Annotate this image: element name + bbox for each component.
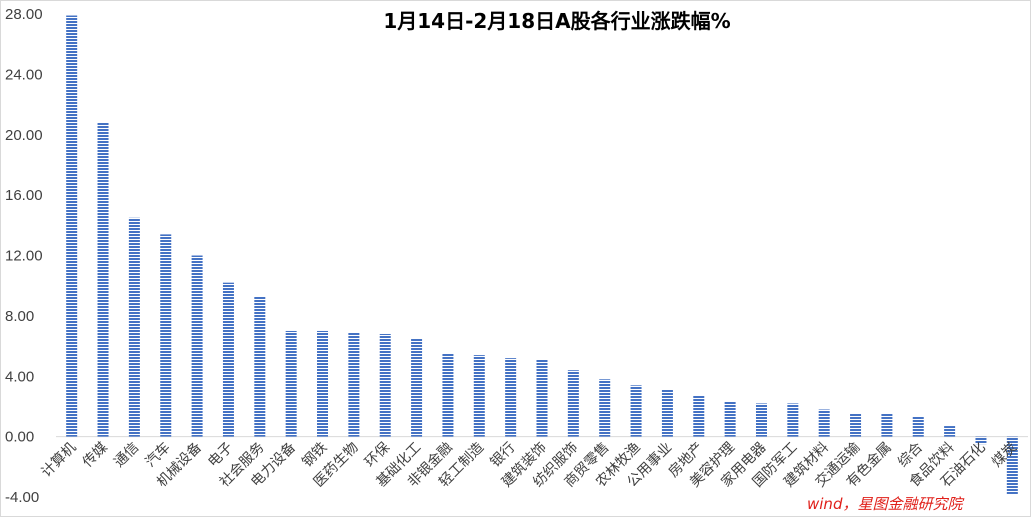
bar <box>379 333 391 437</box>
bar <box>975 436 987 445</box>
y-tick-label: 24.00 <box>5 66 43 83</box>
bar <box>724 401 736 437</box>
bar <box>599 379 611 437</box>
bar <box>1006 436 1018 494</box>
bar <box>787 403 799 437</box>
bar <box>160 234 172 437</box>
bar <box>818 409 830 437</box>
bar <box>630 385 642 437</box>
x-tick-label: 计算机 <box>38 440 79 481</box>
bar <box>348 332 360 437</box>
x-tick-label: 通信 <box>111 440 142 471</box>
bar <box>505 358 517 437</box>
y-tick-label: 16.00 <box>5 187 43 204</box>
bar <box>693 395 705 437</box>
bar <box>944 426 956 437</box>
bar <box>66 15 78 437</box>
y-axis: -4.00 0.00 4.00 8.00 12.00 16.00 20.00 24.00 28.… <box>5 6 43 506</box>
bar <box>567 370 579 437</box>
bar <box>661 389 673 437</box>
bar <box>881 413 893 437</box>
bar <box>97 122 109 437</box>
bar <box>254 296 266 437</box>
y-tick-label: 8.00 <box>5 308 34 325</box>
bar <box>285 330 297 437</box>
y-tick-label: 4.00 <box>5 368 34 385</box>
bar <box>317 330 329 437</box>
bar <box>755 403 767 437</box>
bar <box>222 282 234 437</box>
x-tick-label: 传媒 <box>80 440 111 471</box>
y-tick-label: -4.00 <box>5 489 39 506</box>
chart-title: 1月14日-2月18日A股各行业涨跌幅% <box>383 9 730 33</box>
y-tick-label: 0.00 <box>5 429 34 446</box>
bar <box>191 255 203 437</box>
bar <box>128 217 140 437</box>
bar <box>912 417 924 437</box>
bar <box>473 355 485 437</box>
bars <box>56 15 1028 494</box>
y-tick-label: 12.00 <box>5 248 43 265</box>
y-tick-label: 20.00 <box>5 127 43 144</box>
bar <box>442 353 454 437</box>
bar <box>411 338 423 437</box>
source-note: wind，星图金融研究院 <box>807 495 964 513</box>
y-tick-label: 28.00 <box>5 6 43 23</box>
bar <box>536 359 548 437</box>
bar <box>850 413 862 437</box>
